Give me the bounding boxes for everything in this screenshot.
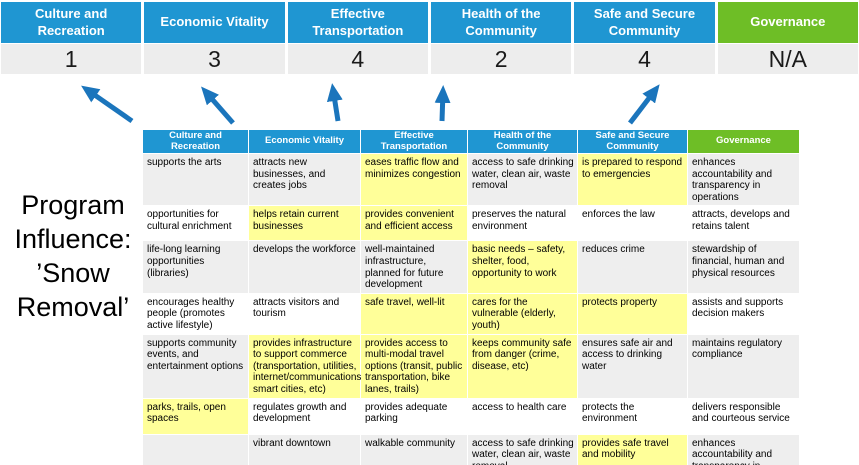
matrix-cell-provides-access-to-multi-modal-travel-op: provides access to multi-modal travel op… — [361, 334, 467, 398]
scoreboard-header-safe-and-secure-community: Safe and Secure Community — [574, 2, 715, 43]
matrix-cell-protects-the-environment: protects the environment — [578, 398, 687, 434]
matrix-header-effective-transportation: Effective Transportation — [361, 130, 467, 153]
program-influence-title: Program Influence: ’Snow Removal’ — [14, 190, 132, 323]
scoreboard-score-effective-transportation: 4 — [287, 44, 428, 74]
scoreboard-score-safe-and-secure-community: 4 — [574, 44, 715, 74]
scoreboard-column-safe-and-secure-community: Safe and Secure Community 4 — [574, 2, 715, 74]
matrix-cell-stewardship-of-financial-human-and-physi: stewardship of financial, human and phys… — [688, 241, 799, 293]
matrix-cell-supports-the-arts: supports the arts — [143, 154, 248, 206]
matrix-cell-opportunities-for-cultural-enrichment: opportunities for cultural enrichment — [143, 206, 248, 241]
scoreboard-header-effective-transportation: Effective Transportation — [287, 2, 428, 43]
matrix-cell-maintains-regulatory-compliance: maintains regulatory compliance — [688, 334, 799, 398]
matrix-cell-empty — [143, 434, 248, 465]
matrix-cell-preserves-the-natural-environment: preserves the natural environment — [468, 206, 577, 241]
matrix-cell-protects-property: protects property — [578, 293, 687, 334]
matrix-cell-provides-adequate-parking: provides adequate parking — [361, 398, 467, 434]
scoreboard-column-health-of-the-community: Health of the Community 2 — [430, 2, 572, 74]
matrix-header-safe-and-secure-community: Safe and Secure Community — [578, 130, 687, 153]
matrix-cell-provides-infrastructure-to-support-comme: provides infrastructure to support comme… — [249, 334, 364, 398]
scoreboard-score-culture-and-recreation: 1 — [1, 44, 142, 74]
influence-up-arrow-icon — [326, 83, 343, 122]
matrix-cell-life-long-learning-opportunities-librari: life-long learning opportunities (librar… — [143, 241, 248, 293]
matrix-cell-reduces-crime: reduces crime — [578, 241, 687, 293]
matrix-cell-attracts-visitors-and-tourism: attracts visitors and tourism — [249, 293, 360, 334]
matrix-cell-encourages-healthy-people-promotes-activ: encourages healthy people (promotes acti… — [143, 293, 248, 334]
matrix-cell-develops-the-workforce: develops the workforce — [249, 241, 360, 293]
influence-up-arrow-icon — [201, 86, 235, 125]
scoreboard-header-economic-vitality: Economic Vitality — [144, 2, 285, 43]
matrix-cell-attracts-develops-and-retains-talent: attracts, develops and retains talent — [688, 206, 799, 241]
matrix-cell-helps-retain-current-businesses: helps retain current businesses — [249, 206, 360, 241]
matrix-cell-parks-trails-open-spaces: parks, trails, open spaces — [143, 398, 248, 434]
matrix-header-health-of-the-community: Health of the Community — [468, 130, 577, 153]
influence-up-arrow-icon — [434, 85, 451, 122]
influence-up-arrow-icon — [628, 84, 660, 125]
scoreboard-column-culture-and-recreation: Culture and Recreation 1 — [1, 2, 142, 74]
influence-matrix-table: Culture and Recreation Economic Vitality E… — [143, 130, 799, 465]
matrix-cell-provides-convenient-and-efficient-access: provides convenient and efficient access — [361, 206, 467, 241]
scoreboard-column-economic-vitality: Economic Vitality 3 — [144, 2, 285, 74]
matrix-cell-basic-needs-safety-shelter-food-opportun: basic needs – safety, shelter, food, opp… — [468, 241, 577, 293]
matrix-cell-regulates-growth-and-development: regulates growth and development — [249, 398, 360, 434]
matrix-cell-supports-community-events-and-entertainm: supports community events, and entertain… — [143, 334, 248, 398]
matrix-header-culture-and-recreation: Culture and Recreation — [143, 130, 248, 153]
matrix-cell-enhances-accountability-and-transparency: enhances accountability and transparency… — [688, 434, 799, 465]
scoreboard-header-health-of-the-community: Health of the Community — [430, 2, 572, 43]
matrix-cell-walkable-community: walkable community — [361, 434, 467, 465]
matrix-cell-cares-for-the-vulnerable-elderly-youth: cares for the vulnerable (elderly, youth… — [468, 293, 577, 334]
matrix-cell-well-maintained-infrastructure-planned-f: well-maintained infrastructure, planned … — [361, 241, 467, 293]
matrix-header-economic-vitality: Economic Vitality — [249, 130, 360, 153]
scoreboard: Culture and Recreation 1 Economic Vitality… — [1, 2, 858, 74]
scoreboard-score-governance: N/A — [717, 44, 858, 74]
influence-up-arrow-icon — [81, 85, 134, 124]
matrix-cell-attracts-new-businesses-and-creates-jobs: attracts new businesses, and creates job… — [249, 154, 360, 206]
scoreboard-score-economic-vitality: 3 — [144, 44, 285, 74]
scoreboard-column-governance: Governance N/A — [717, 2, 858, 74]
matrix-cell-access-to-safe-drinking-water-clean-air-: access to safe drinking water, clean air… — [468, 154, 577, 206]
matrix-header-governance: Governance — [688, 130, 799, 153]
matrix-cell-delivers-responsible-and-courteous-servi: delivers responsible and courteous servi… — [688, 398, 799, 434]
matrix-cell-vibrant-downtown: vibrant downtown — [249, 434, 360, 465]
matrix-cell-keeps-community-safe-from-danger-crime-d: keeps community safe from danger (crime,… — [468, 334, 577, 398]
matrix-cell-provides-safe-travel-and-mobility: provides safe travel and mobility — [578, 434, 687, 465]
scoreboard-header-governance: Governance — [717, 2, 858, 43]
matrix-cell-eases-traffic-flow-and-minimizes-congest: eases traffic flow and minimizes congest… — [361, 154, 467, 206]
matrix-cell-assists-and-supports-decision-makers: assists and supports decision makers — [688, 293, 799, 334]
matrix-cell-access-to-safe-drinking-water-clean-air-: access to safe drinking water, clean air… — [468, 434, 577, 465]
scoreboard-column-effective-transportation: Effective Transportation 4 — [287, 2, 428, 74]
matrix-cell-ensures-safe-air-and-access-to-drinking-: ensures safe air and access to drinking … — [578, 334, 687, 398]
matrix-cell-enhances-accountability-and-transparency: enhances accountability and transparency… — [688, 154, 799, 206]
matrix-cell-access-to-health-care: access to health care — [468, 398, 577, 434]
matrix-cell-safe-travel-well-lit: safe travel, well-lit — [361, 293, 467, 334]
scoreboard-score-health-of-the-community: 2 — [430, 44, 572, 74]
scoreboard-header-culture-and-recreation: Culture and Recreation — [1, 2, 142, 43]
matrix-cell-enforces-the-law: enforces the law — [578, 206, 687, 241]
matrix-cell-is-prepared-to-respond-to-emergencies: is prepared to respond to emergencies — [578, 154, 687, 206]
